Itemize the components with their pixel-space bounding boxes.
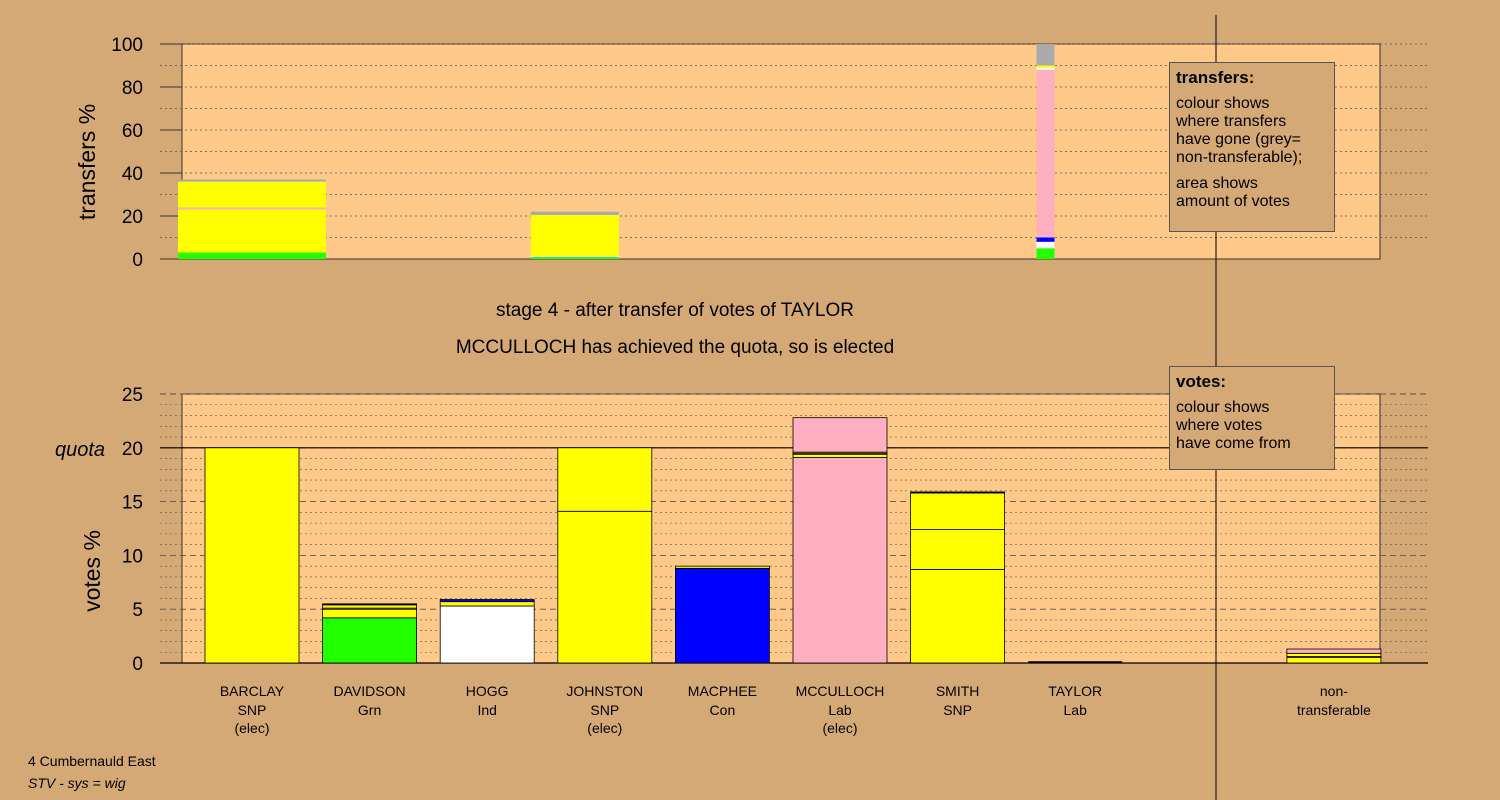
transfers-tick-label: 60 [122, 121, 143, 142]
candidate-party-label: Con [710, 702, 736, 718]
transfer-segment [1036, 65, 1055, 68]
transfer-segment [178, 181, 326, 208]
transfer-segment [530, 211, 619, 215]
candidate-name-label: JOHNSTON [566, 683, 643, 699]
votes-legend-title: votes: [1176, 372, 1227, 391]
transfer-segment [1036, 69, 1055, 238]
quota-label: quota [55, 439, 105, 461]
transfers-legend-title: transfers: [1176, 68, 1255, 87]
votes-legend: votes: colour shows where votes have com… [1169, 366, 1335, 470]
vote-segment [322, 608, 418, 619]
stage-title: stage 4 - after transfer of votes of TAY… [496, 300, 854, 321]
vote-segment [439, 601, 535, 607]
candidate-name-label: HOGG [466, 683, 509, 699]
candidate-name-label: MACPHEE [688, 683, 757, 699]
candidate-party-label: Lab [828, 702, 852, 718]
system-note: STV - sys = wig [28, 775, 126, 791]
transfer-segment [178, 179, 326, 182]
vote-segment [557, 510, 653, 664]
ward-name: 4 Cumbernauld East [28, 753, 156, 769]
vote-segment [204, 447, 300, 664]
vote-segment [792, 417, 888, 453]
transfers-tick-label: 40 [122, 164, 143, 185]
votes-tick-label: 20 [122, 439, 143, 460]
vote-segment [792, 457, 888, 664]
vote-segment [439, 605, 535, 664]
transfer-segment [178, 207, 326, 210]
candidate-name-label: DAVIDSON [334, 683, 406, 699]
transfers-legend: transfers: colour shows where transfers … [1169, 62, 1335, 232]
candidate-party-label: transferable [1297, 702, 1371, 718]
vote-segment [322, 617, 418, 664]
transfer-segment [1036, 44, 1055, 66]
transfers-legend-line: have gone (grey= [1176, 131, 1301, 148]
candidate-party-label: Grn [358, 702, 381, 718]
vote-segment [910, 492, 1005, 530]
transfer-segment [530, 256, 619, 259]
vote-segment [439, 599, 535, 603]
transfer-segment [530, 255, 619, 257]
candidate-name-label: TAYLOR [1048, 683, 1102, 699]
transfer-segment [178, 209, 326, 253]
transfer-segment [1036, 237, 1055, 242]
transfers-tick-label: 100 [111, 35, 143, 56]
candidate-party-label: SNP [943, 702, 972, 718]
vote-segment [1286, 657, 1382, 664]
votes-tick-label: 15 [122, 493, 143, 514]
transfer-segment [1036, 67, 1055, 70]
votes-legend-line: where votes [1176, 417, 1263, 434]
transfers-legend-line: area shows [1176, 175, 1258, 192]
vote-segment [322, 603, 418, 606]
transfer-segment [1036, 241, 1055, 249]
transfers-legend-line: non-transferable); [1176, 149, 1303, 166]
candidate-party-label: Ind [477, 702, 496, 718]
transfers-legend-line: amount of votes [1176, 193, 1290, 210]
candidate-party-label: Lab [1064, 702, 1088, 718]
candidate-name-label: BARCLAY [220, 683, 285, 699]
candidate-note-label: (elec) [587, 720, 622, 736]
votes-tick-label: 25 [122, 385, 143, 406]
candidate-name-label: non- [1320, 683, 1348, 699]
candidate-note-label: (elec) [234, 720, 269, 736]
candidate-note-label: (elec) [822, 720, 857, 736]
candidate-party-label: SNP [238, 702, 267, 718]
transfers-axis-label: transfers % [74, 104, 100, 220]
vote-segment [792, 453, 888, 458]
vote-segment [910, 568, 1005, 664]
votes-legend-line: colour shows [1176, 399, 1270, 416]
transfers-tick-label: 0 [132, 250, 143, 271]
transfer-segment [1036, 248, 1055, 259]
vote-segment [1286, 652, 1382, 657]
transfers-legend-line: colour shows [1176, 95, 1270, 112]
transfers-tick-label: 20 [122, 207, 143, 228]
vote-segment [675, 567, 770, 664]
candidate-party-label: SNP [590, 702, 619, 718]
vote-segment [557, 447, 653, 512]
votes-tick-label: 10 [122, 546, 143, 567]
stage-subtitle: MCCULLOCH has achieved the quota, so is … [455, 337, 895, 358]
candidate-name-label: MCCULLOCH [796, 683, 885, 699]
candidate-name-label: SMITH [936, 683, 980, 699]
vote-segment [1286, 648, 1382, 654]
votes-tick-label: 5 [132, 600, 143, 621]
vote-segment [910, 529, 1005, 570]
votes-axis-label: votes % [79, 530, 105, 612]
votes-tick-label: 0 [132, 654, 143, 675]
transfers-legend-line: where transfers [1176, 113, 1287, 130]
transfer-segment [178, 252, 326, 259]
votes-legend-line: have come from [1176, 435, 1291, 452]
transfers-tick-label: 80 [122, 78, 143, 99]
vote-segment [910, 491, 1005, 494]
vote-segment [675, 565, 770, 569]
vote-segment [322, 604, 418, 609]
transfer-segment [530, 214, 619, 256]
